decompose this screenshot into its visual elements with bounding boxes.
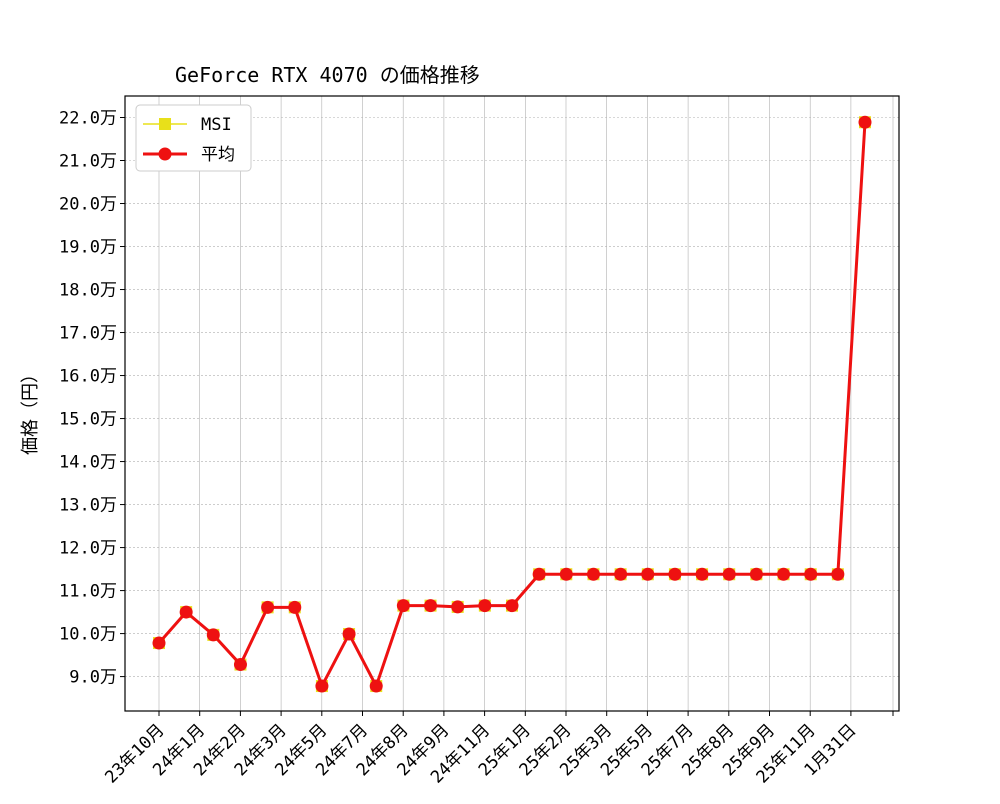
y-tick-label: 12.0万 (59, 539, 117, 559)
y-tick-label: 20.0万 (59, 195, 117, 215)
series-average-point (315, 679, 329, 693)
y-tick-label: 16.0万 (59, 367, 117, 387)
series-average-point (369, 679, 383, 693)
axis-layer: 9.0万 10.0万 11.0万 12.0万 13.0万 14.0万 15.0万 16.0万 1… (59, 95, 900, 788)
grid-layer (125, 96, 899, 711)
series-average-point (233, 658, 247, 672)
series-average-point (261, 600, 275, 614)
y-tick-label: 17.0万 (59, 324, 117, 344)
series-layer (152, 115, 872, 693)
series-average-point (206, 628, 220, 642)
y-axis-label: 価格（円） (20, 365, 41, 455)
series-average-point (858, 115, 872, 129)
series-average-point (722, 567, 736, 581)
series-average-point (586, 567, 600, 581)
series-average-point (451, 600, 465, 614)
series-average-point (559, 567, 573, 581)
series-average-point (804, 567, 818, 581)
series-average-point (424, 599, 438, 613)
series-average-point (532, 567, 546, 581)
y-tick-label: 18.0万 (59, 281, 117, 301)
series-average-point (695, 567, 709, 581)
y-tick-label: 22.0万 (59, 109, 117, 129)
series-average-point (749, 567, 763, 581)
series-average-point (478, 599, 492, 613)
y-tick-label: 9.0万 (69, 668, 117, 688)
y-tick-label: 21.0万 (59, 152, 117, 172)
legend: MSI 平均 (135, 104, 252, 172)
legend-label-average: 平均 (201, 145, 235, 165)
series-average-point (641, 567, 655, 581)
plot-frame (124, 95, 900, 712)
y-tick-label: 13.0万 (59, 496, 117, 516)
y-tick-label: 11.0万 (59, 582, 117, 602)
legend-swatch-average-marker (158, 147, 172, 161)
series-average-point (288, 600, 302, 614)
series-average-point (152, 636, 166, 650)
series-average-point (179, 605, 193, 619)
y-tick-label: 19.0万 (59, 238, 117, 258)
series-average-point (831, 567, 845, 581)
chart-title: GeForce RTX 4070 の価格推移 (175, 63, 480, 87)
series-average-point (777, 567, 791, 581)
y-tick-label: 14.0万 (59, 453, 117, 473)
legend-swatch-msi-marker (159, 118, 171, 130)
series-average-point (505, 599, 519, 613)
legend-label-msi: MSI (201, 115, 232, 135)
series-average-point (668, 567, 682, 581)
series-average-point (614, 567, 628, 581)
series-average-point (396, 599, 410, 613)
series-average-point (342, 627, 356, 641)
y-tick-label: 15.0万 (59, 410, 117, 430)
y-tick-label: 10.0万 (59, 625, 117, 645)
x-tick-label: 23年10月 (101, 720, 168, 787)
